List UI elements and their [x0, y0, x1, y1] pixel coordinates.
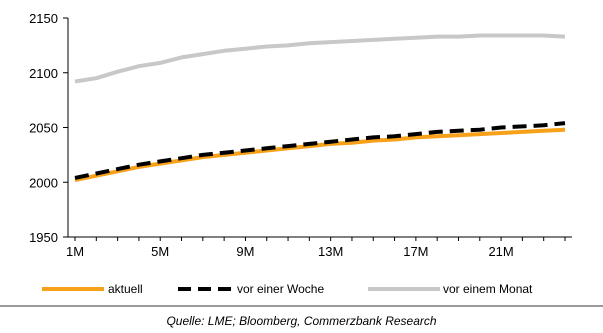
x-tick-label: 9M [236, 244, 254, 259]
legend: aktuell vor einer Woche vor einem Monat [42, 282, 533, 296]
y-tick-label: 2000 [29, 175, 58, 190]
legend-label: aktuell [108, 282, 143, 296]
series-line-1 [74, 121, 566, 180]
x-axis-ticks: 1M 5M 9M 13M 17M 21M [66, 237, 566, 259]
y-tick-label: 1950 [29, 230, 58, 245]
series-line-2 [74, 33, 566, 84]
series-lines [74, 33, 566, 183]
x-tick-label: 1M [66, 244, 84, 259]
source-note: Quelle: LME; Bloomberg, Commerzbank Rese… [166, 314, 437, 328]
y-axis-ticks: 1950 2000 2050 2100 2150 [29, 11, 68, 245]
x-tick-label: 5M [151, 244, 169, 259]
y-tick-label: 2150 [29, 11, 58, 26]
x-tick-label: 17M [403, 244, 428, 259]
y-tick-label: 2050 [29, 121, 58, 136]
legend-label: vor einem Monat [443, 282, 533, 296]
x-tick-label: 13M [318, 244, 343, 259]
y-tick-label: 2100 [29, 66, 58, 81]
series-line-0 [74, 127, 566, 183]
legend-label: vor einer Woche [237, 282, 324, 296]
x-tick-label: 21M [488, 244, 513, 259]
